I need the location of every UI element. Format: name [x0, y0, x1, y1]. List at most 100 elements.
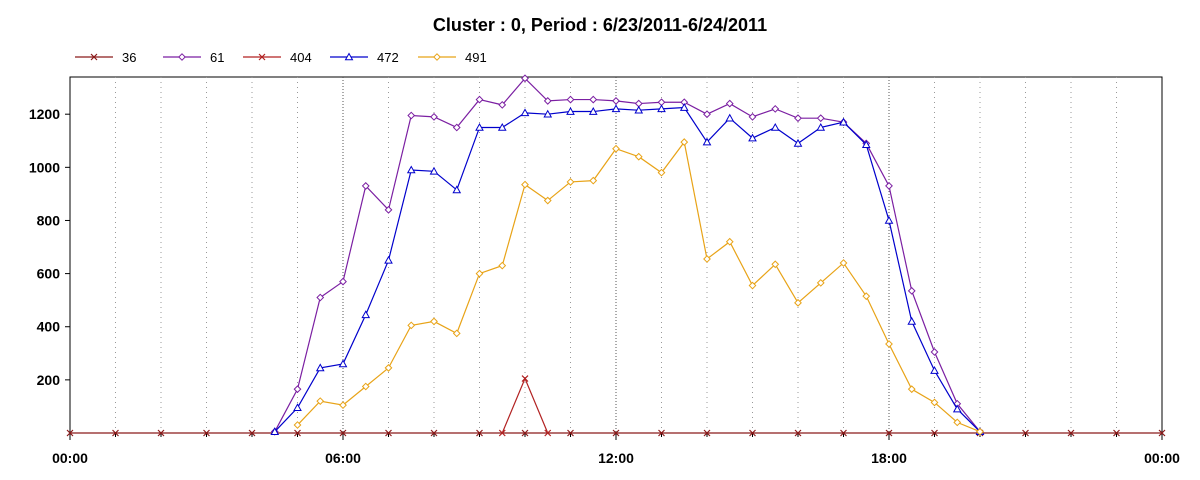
y-tick-label: 200 [37, 372, 61, 388]
data-point-36 [703, 429, 711, 437]
data-point-491 [316, 397, 325, 406]
legend-item-491: 491 [418, 50, 487, 65]
data-point-36 [1067, 429, 1075, 437]
data-point-36 [658, 429, 665, 437]
data-point-61 [498, 100, 507, 109]
data-point-491 [794, 298, 802, 307]
series-layer [66, 74, 1166, 437]
legend-label: 61 [210, 50, 224, 65]
data-point-472 [588, 107, 598, 115]
data-point-61 [521, 74, 529, 83]
series-line-404 [501, 376, 549, 434]
data-point-491 [543, 196, 552, 205]
data-point-36 [567, 429, 574, 437]
data-point-472 [702, 137, 712, 146]
legend-label: 491 [465, 50, 487, 65]
legend-label: 472 [377, 50, 399, 65]
series-line-491 [297, 140, 981, 433]
data-point-472 [293, 403, 302, 412]
data-point-491 [725, 237, 734, 246]
data-point-36 [66, 429, 74, 437]
data-point-61 [748, 112, 757, 121]
legend-marker [90, 53, 98, 61]
data-point-404 [521, 375, 529, 382]
data-point-472 [679, 103, 689, 111]
data-point-61 [293, 385, 302, 394]
data-point-491 [384, 364, 393, 372]
data-point-472 [384, 255, 393, 264]
legend-label: 36 [122, 50, 136, 65]
data-point-36 [931, 429, 938, 437]
data-point-36 [794, 429, 802, 437]
data-point-36 [157, 429, 165, 437]
data-point-491 [293, 421, 302, 429]
legend-item-472: 472 [330, 50, 399, 65]
data-point-472 [748, 133, 757, 142]
legend-label: 404 [290, 50, 312, 65]
data-point-404 [544, 429, 552, 437]
data-point-472 [725, 113, 735, 122]
y-tick-label: 800 [37, 212, 61, 228]
data-point-36 [294, 429, 301, 437]
data-point-61 [543, 97, 552, 105]
data-point-61 [407, 111, 416, 120]
data-point-472 [475, 122, 484, 131]
x-tick-label: 06:00 [325, 450, 361, 466]
data-point-61 [771, 104, 780, 113]
data-point-36 [885, 429, 893, 437]
data-point-61 [361, 182, 370, 190]
legend-marker [178, 53, 186, 61]
data-point-491 [703, 255, 711, 263]
data-point-36 [339, 429, 347, 437]
series-line-61 [274, 77, 981, 433]
data-point-472 [816, 122, 826, 131]
data-point-61 [703, 110, 711, 119]
data-point-491 [361, 382, 370, 391]
x-tick-label: 18:00 [871, 450, 907, 466]
y-tick-label: 1200 [29, 106, 60, 122]
chart-title: Cluster : 0, Period : 6/23/2011-6/24/201… [433, 15, 767, 35]
data-point-61 [816, 114, 825, 123]
data-point-491 [953, 418, 962, 427]
data-point-36 [1113, 429, 1120, 437]
data-point-36 [385, 429, 392, 437]
data-point-36 [840, 429, 847, 437]
data-point-61 [612, 97, 620, 105]
data-point-472 [566, 107, 575, 115]
data-point-472 [634, 105, 644, 114]
data-point-472 [907, 316, 917, 325]
data-point-472 [520, 108, 530, 117]
data-point-61 [316, 293, 325, 302]
data-point-472 [497, 122, 507, 131]
data-point-36 [476, 429, 483, 437]
data-point-472 [315, 363, 325, 372]
data-point-36 [1158, 429, 1166, 437]
legend-item-36: 36 [75, 50, 136, 65]
data-point-36 [1022, 429, 1029, 437]
data-point-36 [749, 429, 756, 437]
legend-marker [258, 53, 266, 61]
data-point-491 [475, 269, 484, 278]
data-point-61 [430, 112, 438, 121]
data-point-472 [770, 122, 780, 131]
data-point-491 [612, 144, 620, 153]
data-point-491 [657, 168, 666, 177]
legend-item-61: 61 [163, 50, 224, 65]
data-point-472 [861, 140, 871, 149]
data-point-491 [771, 260, 780, 269]
data-point-61 [452, 123, 461, 132]
data-point-491 [907, 385, 916, 394]
data-point-61 [885, 182, 893, 190]
data-point-472 [452, 185, 462, 194]
data-point-61 [566, 95, 575, 104]
data-point-61 [475, 95, 484, 104]
data-point-472 [270, 427, 280, 435]
data-point-472 [884, 215, 894, 224]
data-point-491 [339, 401, 347, 410]
data-point-61 [339, 277, 347, 286]
y-tick-label: 400 [37, 319, 61, 335]
data-point-36 [203, 429, 210, 437]
data-point-36 [112, 429, 119, 437]
data-point-472 [952, 404, 962, 413]
data-point-472 [429, 166, 439, 175]
